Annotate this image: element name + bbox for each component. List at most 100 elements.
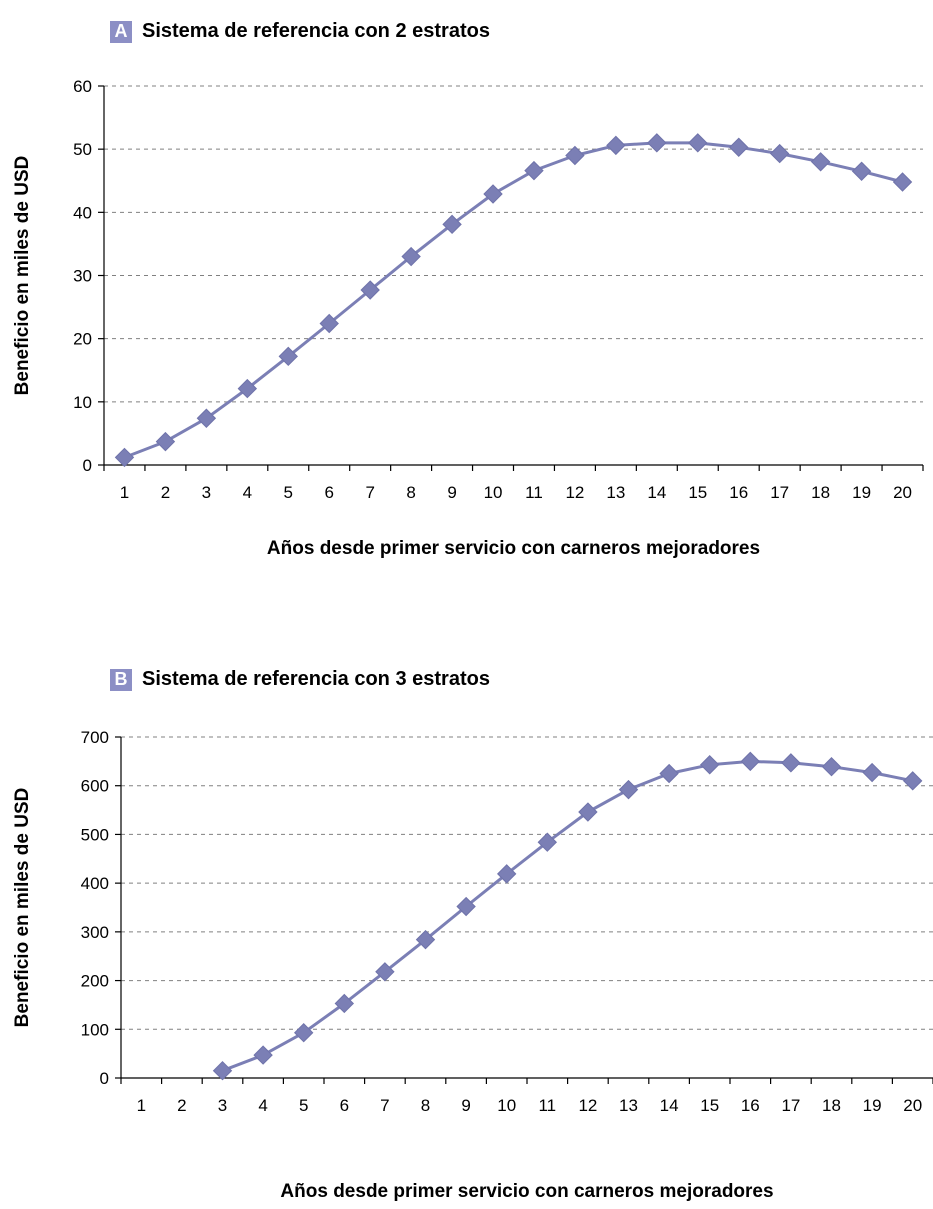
y-tick-label: 40 <box>73 203 92 222</box>
data-point-marker <box>212 1060 233 1081</box>
x-tick-label: 8 <box>421 1096 430 1115</box>
chart-header-b: B Sistema de referencia con 3 estratos <box>110 668 490 691</box>
x-tick-label: 8 <box>406 483 415 502</box>
x-tick-label: 7 <box>380 1096 389 1115</box>
chart-panel-b: B Sistema de referencia con 3 estratos 0… <box>0 650 933 1209</box>
data-point-marker <box>415 929 436 950</box>
x-tick-label: 11 <box>538 1096 556 1115</box>
y-tick-label: 600 <box>81 777 109 796</box>
data-point-marker <box>647 133 667 153</box>
x-tick-label: 14 <box>647 483 666 502</box>
panel-badge-a: A <box>110 20 132 43</box>
y-tick-label: 20 <box>73 330 92 349</box>
x-tick-label: 5 <box>284 483 293 502</box>
data-point-marker <box>196 408 217 428</box>
data-point-marker <box>821 757 842 777</box>
data-point-marker <box>810 152 831 172</box>
data-point-marker <box>155 431 176 452</box>
y-tick-label: 50 <box>73 140 92 159</box>
data-point-marker <box>319 313 339 334</box>
data-point-marker <box>237 378 258 399</box>
data-point-marker <box>253 1045 273 1065</box>
x-tick-label: 1 <box>120 483 129 502</box>
y-tick-label: 200 <box>81 972 109 991</box>
x-tick-label: 13 <box>606 483 625 502</box>
series-line <box>123 141 903 459</box>
x-tick-label: 1 <box>137 1096 146 1115</box>
data-point-marker <box>606 135 626 156</box>
x-tick-label: 5 <box>299 1096 308 1115</box>
chart-header-a: A Sistema de referencia con 2 estratos <box>110 20 490 43</box>
data-point-marker <box>892 172 913 192</box>
x-tick-label: 20 <box>903 1096 922 1115</box>
x-tick-label: 3 <box>202 483 211 502</box>
x-tick-label: 12 <box>565 483 584 502</box>
data-point-marker <box>375 962 395 982</box>
x-tick-label: 17 <box>770 483 789 502</box>
y-tick-label: 700 <box>81 728 109 747</box>
x-tick-label: 6 <box>324 483 333 502</box>
x-axis-label: Años desde primer servicio con carneros … <box>267 538 760 559</box>
x-tick-label: 9 <box>461 1096 470 1115</box>
y-axis-label: Beneficio en miles de USD <box>12 788 33 1028</box>
data-point-marker <box>740 751 761 772</box>
x-tick-label: 11 <box>525 483 543 502</box>
x-tick-label: 9 <box>447 483 456 502</box>
x-tick-label: 4 <box>258 1096 267 1115</box>
x-tick-label: 4 <box>243 483 252 502</box>
data-point-marker <box>278 346 298 367</box>
panel-badge-b: B <box>110 668 132 691</box>
x-tick-label: 3 <box>218 1096 227 1115</box>
x-tick-label: 15 <box>700 1096 719 1115</box>
x-tick-label: 7 <box>365 483 374 502</box>
y-tick-label: 400 <box>81 874 109 893</box>
x-tick-label: 17 <box>781 1096 800 1115</box>
chart-panel-a: A Sistema de referencia con 2 estratos 0… <box>0 0 933 580</box>
data-point-marker <box>902 771 923 791</box>
y-tick-label: 30 <box>73 267 92 286</box>
x-tick-label: 19 <box>863 1096 882 1115</box>
x-tick-label: 15 <box>688 483 707 502</box>
y-tick-label: 0 <box>83 456 92 475</box>
x-tick-label: 2 <box>177 1096 186 1115</box>
data-point-marker <box>524 160 544 181</box>
data-point-marker <box>334 993 355 1014</box>
data-point-marker <box>618 779 639 800</box>
data-point-marker <box>401 246 421 267</box>
x-tick-label: 20 <box>893 483 912 502</box>
data-point-marker <box>456 896 476 917</box>
y-axis-label: Beneficio en miles de USD <box>12 156 33 396</box>
x-axis-label: Años desde primer servicio con carneros … <box>280 1181 773 1202</box>
x-tick-label: 18 <box>811 483 830 502</box>
chart-title-a: Sistema de referencia con 2 estratos <box>142 20 490 42</box>
data-point-marker <box>483 184 503 204</box>
x-tick-label: 12 <box>578 1096 597 1115</box>
x-tick-label: 6 <box>340 1096 349 1115</box>
chart-title-b: Sistema de referencia con 3 estratos <box>142 668 490 690</box>
y-tick-label: 300 <box>81 923 109 942</box>
y-tick-label: 10 <box>73 393 92 412</box>
x-tick-label: 16 <box>729 483 748 502</box>
y-tick-label: 60 <box>73 77 92 96</box>
data-point-marker <box>699 755 720 775</box>
x-tick-label: 18 <box>822 1096 841 1115</box>
data-point-marker <box>565 145 585 166</box>
series-line <box>221 759 913 1073</box>
x-tick-label: 16 <box>741 1096 760 1115</box>
data-point-marker <box>729 137 749 157</box>
x-tick-label: 14 <box>660 1096 679 1115</box>
data-point-marker <box>496 864 517 884</box>
y-tick-label: 0 <box>100 1069 109 1088</box>
data-point-marker <box>769 143 790 164</box>
data-point-marker <box>537 832 558 852</box>
x-tick-label: 19 <box>852 483 871 502</box>
data-point-marker <box>360 280 380 300</box>
x-tick-label: 10 <box>484 483 503 502</box>
x-tick-label: 2 <box>161 483 170 502</box>
x-tick-label: 10 <box>497 1096 516 1115</box>
data-point-marker <box>781 753 801 773</box>
y-tick-label: 500 <box>81 825 109 844</box>
data-point-marker <box>578 802 598 822</box>
